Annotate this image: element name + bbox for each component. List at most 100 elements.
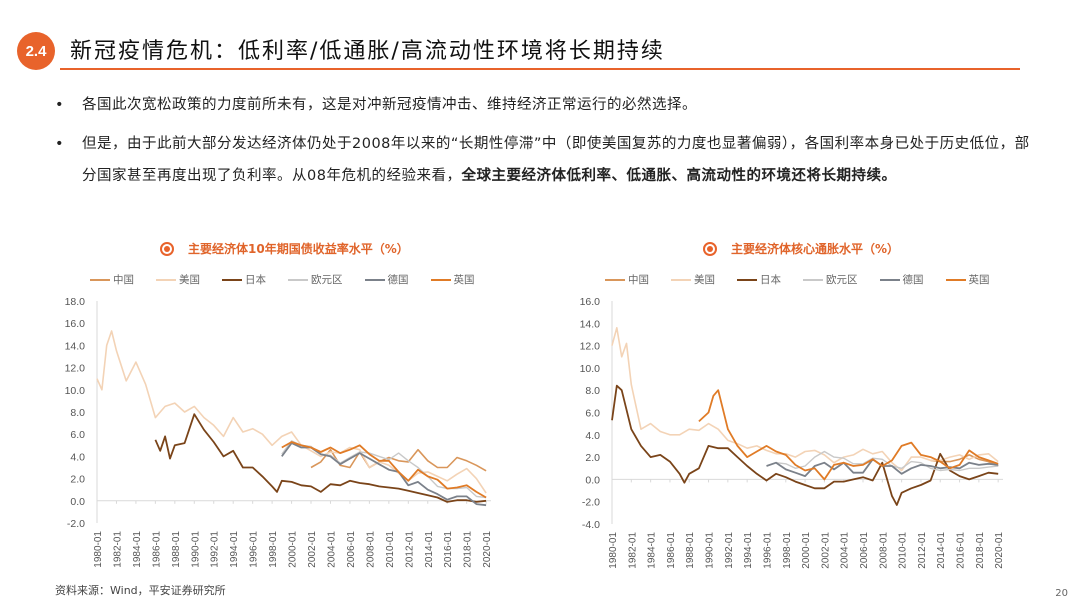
x-tick-label: 2004-01 [326, 531, 337, 568]
y-tick-label: 14.0 [580, 318, 601, 330]
bullet-text-normal: 但是，由于此前大部分发达经济体仍处于2008年以来的“长期性停滞”中（即使美国复… [82, 136, 1030, 184]
x-tick-label: 1986-01 [666, 532, 677, 569]
x-tick-label: 1980-01 [608, 532, 619, 569]
x-tick-label: 1988-01 [685, 532, 696, 569]
legend-label: 欧元区 [826, 274, 858, 286]
page-number: 20 [1055, 588, 1068, 599]
x-tick-label: 2002-01 [307, 531, 318, 568]
y-tick-label: 10.0 [65, 385, 86, 397]
legend-label: 日本 [245, 274, 266, 286]
y-tick-label: 14.0 [65, 340, 86, 352]
x-tick-label: 1988-01 [171, 531, 182, 568]
target-icon [160, 241, 174, 256]
x-tick-label: 1984-01 [132, 531, 143, 568]
legend-item: 德国 [879, 272, 924, 287]
bullet-text: 各国此次宽松政策的力度前所未有，这是对冲新冠疫情冲击、维持经济正常运行的必然选择… [82, 97, 697, 113]
target-icon [703, 241, 717, 256]
bullet-dot: • [55, 97, 64, 113]
x-tick-label: 2008-01 [365, 531, 376, 568]
y-tick-label: 12.0 [580, 341, 601, 353]
legend-swatch [605, 278, 625, 281]
series-line-德国 [281, 442, 487, 507]
x-tick-label: 2000-01 [801, 532, 812, 569]
legend-item: 英国 [945, 272, 990, 287]
legend-swatch [288, 278, 308, 281]
x-tick-label: 2020-01 [482, 531, 493, 568]
x-tick-label: 1986-01 [151, 531, 162, 568]
chart-1-title: 主要经济体10年期国债收益率水平（%） [160, 240, 409, 257]
legend-swatch [364, 278, 385, 281]
x-tick-label: 2002-01 [820, 532, 831, 569]
legend-swatch [430, 278, 451, 281]
x-tick-label: 1992-01 [210, 531, 221, 568]
y-tick-label: 4.0 [585, 430, 600, 442]
series-line-欧元区 [776, 450, 999, 472]
x-tick-label: 2006-01 [859, 532, 870, 569]
legend-label: 欧元区 [311, 274, 343, 286]
legend-label: 美国 [694, 274, 715, 286]
series-line-英国 [281, 441, 487, 499]
series-line-美国 [96, 330, 487, 494]
x-tick-label: 2014-01 [424, 531, 435, 568]
legend-item: 中国 [605, 272, 649, 287]
y-tick-label: 2.0 [70, 474, 85, 486]
y-tick-label: 6.0 [585, 408, 600, 420]
chart-1-title-text: 主要经济体10年期国债收益率水平（%） [188, 242, 409, 256]
legend-label: 日本 [760, 274, 781, 286]
legend-item: 欧元区 [803, 272, 858, 287]
x-tick-label: 1998-01 [782, 532, 793, 569]
legend-item: 日本 [737, 272, 781, 287]
y-tick-label: 2.0 [585, 452, 600, 464]
legend-item: 中国 [90, 272, 134, 287]
x-tick-label: 2006-01 [346, 531, 357, 568]
chart-2-core-inflation: 16.0 14.0 12.0 10.0 8.0 6.0 4.0 2.0 0.0 -2.0 -4.0 1… [580, 296, 1006, 569]
x-tick-label: 2018-01 [975, 532, 986, 569]
x-tick-label: 2010-01 [898, 532, 909, 569]
bullet-dot: • [55, 136, 64, 152]
legend-label: 美国 [179, 274, 200, 286]
legend-swatch [945, 278, 966, 281]
x-tick-label: 2018-01 [463, 531, 474, 568]
legend-swatch [90, 278, 110, 281]
legend-item: 英国 [430, 272, 475, 287]
x-tick-label: 1996-01 [762, 532, 773, 569]
series-line-中国 [310, 448, 487, 472]
y-tick-label: 16.0 [580, 296, 601, 308]
section-badge: 2.4 [17, 32, 55, 70]
y-tick-label: 12.0 [65, 363, 86, 375]
y-tick-label: -2.0 [582, 497, 600, 509]
x-tick-label: 2004-01 [840, 532, 851, 569]
chart-1-yield: 18.0 16.0 14.0 12.0 10.0 8.0 6.0 4.0 2.0 0.0 -2.0 1… [65, 296, 494, 568]
x-tick-label: 2000-01 [288, 531, 299, 568]
page-title: 新冠疫情危机：低利率/低通胀/高流动性环境将长期持续 [70, 39, 665, 64]
y-tick-label: 0.0 [70, 496, 85, 508]
legend-swatch [222, 278, 242, 281]
legend-label: 德国 [902, 274, 924, 286]
legend-label: 德国 [387, 274, 409, 286]
series-line-英国 [698, 389, 999, 481]
y-tick-label: -4.0 [582, 519, 600, 531]
x-tick-label: 1982-01 [112, 531, 123, 568]
chart-1-legend: 中国 美国 日本 欧元区 德国 英国 [90, 272, 475, 287]
y-tick-label: 4.0 [70, 451, 85, 463]
series-line-美国 [611, 326, 999, 472]
series-line-日本 [154, 413, 487, 503]
chart-2-legend: 中国 美国 日本 欧元区 德国 英国 [605, 272, 990, 287]
y-tick-label: 8.0 [70, 407, 85, 419]
series-line-日本 [611, 384, 999, 506]
y-tick-label: -2.0 [67, 518, 85, 530]
y-tick-label: 0.0 [585, 474, 600, 486]
x-tick-label: 2014-01 [936, 532, 947, 569]
x-tick-label: 1980-01 [93, 531, 104, 568]
y-tick-label: 6.0 [70, 429, 85, 441]
x-tick-label: 1994-01 [229, 531, 240, 568]
y-tick-label: 10.0 [580, 363, 601, 375]
x-tick-label: 2012-01 [404, 531, 415, 568]
x-tick-label: 1982-01 [627, 532, 638, 569]
x-tick-label: 2008-01 [878, 532, 889, 569]
legend-swatch [671, 278, 691, 281]
legend-item: 德国 [364, 272, 409, 287]
legend-label: 中国 [113, 274, 134, 286]
legend-item: 日本 [222, 272, 266, 287]
